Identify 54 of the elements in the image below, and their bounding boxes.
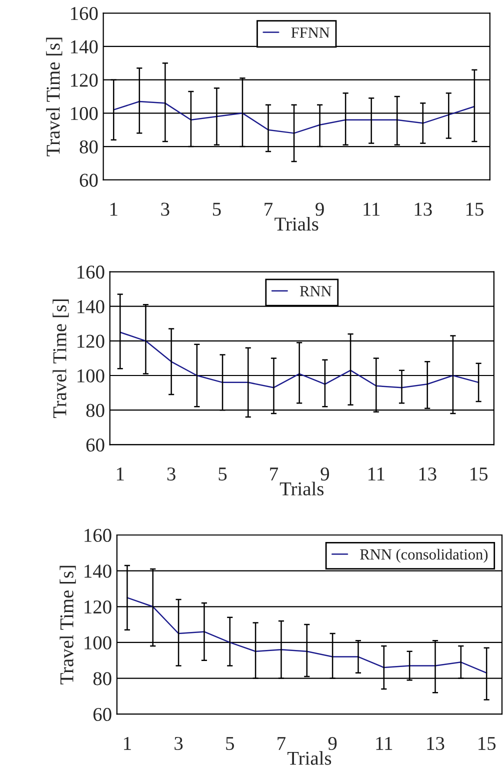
y-tick-label: 60 [80,174,98,187]
x-tick-label: 15 [478,736,496,750]
x-tick-label: 1 [124,736,131,750]
legend-label: RNN (consolidation) [360,548,488,563]
line-series [119,332,480,388]
x-tick-label: 7 [278,737,286,750]
y-tick-label: 100 [84,636,112,650]
x-tick-label: 5 [226,737,234,750]
x-tick-label: 5 [212,202,221,216]
y-tick-label: 120 [78,334,104,348]
x-tick-label: 3 [161,202,170,216]
x-tick-label: 13 [414,202,432,216]
y-tick-label: 100 [71,106,98,120]
y-axis-title: Travel Time [s] [52,299,69,418]
y-tick-label: 120 [84,600,112,614]
x-tick-label: 5 [218,468,227,481]
y-tick-label: 80 [80,140,98,154]
x-tick-label: 9 [320,468,330,481]
y-tick-label: 140 [71,40,98,54]
x-tick-label: 9 [328,736,337,750]
x-tick-label: 7 [264,202,273,216]
y-tick-label: 160 [71,6,98,20]
x-tick-label: 13 [427,736,444,750]
x-tick-label: 1 [116,468,124,480]
y-tick-label: 60 [86,438,104,452]
legend-label: FFNN [291,28,330,38]
y-tick-label: 60 [93,708,112,722]
x-tick-label: 9 [316,202,324,216]
x-tick-label: 11 [376,736,392,750]
y-tick-label: 160 [84,528,112,542]
y-tick-label: 120 [71,74,98,87]
line-series [113,100,476,134]
x-axis-title: Trials [280,482,324,496]
y-axis-title: Travel Time [s] [46,38,62,156]
x-axis-title: Trials [287,751,332,765]
y-axis-title: Travel Time [s] [60,566,76,684]
legend-label: RNN [300,286,332,296]
y-tick-label: 80 [86,404,104,418]
x-tick-label: 13 [419,468,436,481]
y-tick-label: 80 [93,672,112,686]
x-tick-label: 11 [364,202,380,216]
y-tick-label: 140 [84,564,112,578]
y-tick-label: 100 [78,369,104,382]
y-tick-label: 140 [78,300,104,314]
x-tick-label: 11 [368,468,384,480]
line-series [126,597,488,674]
x-axis-title: Trials [274,216,318,231]
x-tick-label: 15 [470,468,488,481]
x-tick-label: 1 [110,202,118,216]
x-tick-label: 3 [174,736,183,750]
y-tick-label: 160 [78,266,104,279]
x-tick-label: 7 [270,468,278,480]
x-tick-label: 15 [466,202,484,216]
x-tick-label: 3 [167,468,176,481]
